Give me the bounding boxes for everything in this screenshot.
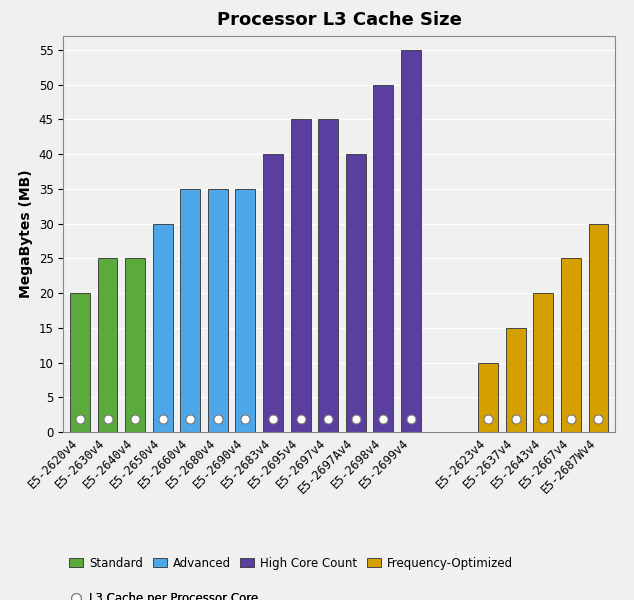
Bar xyxy=(208,189,228,432)
Bar xyxy=(235,189,256,432)
Bar xyxy=(588,224,609,432)
Bar xyxy=(401,50,421,432)
Bar xyxy=(180,189,200,432)
Bar xyxy=(263,154,283,432)
Bar xyxy=(290,119,311,432)
Bar xyxy=(318,119,338,432)
Bar xyxy=(125,259,145,432)
Bar xyxy=(153,224,172,432)
Y-axis label: MegaBytes (MB): MegaBytes (MB) xyxy=(19,170,33,298)
Bar xyxy=(70,293,90,432)
Bar xyxy=(98,259,117,432)
Bar xyxy=(478,362,498,432)
Bar xyxy=(506,328,526,432)
Bar xyxy=(561,259,581,432)
Legend: L3 Cache per Processor Core: L3 Cache per Processor Core xyxy=(69,592,259,600)
Title: Processor L3 Cache Size: Processor L3 Cache Size xyxy=(217,11,462,29)
Bar xyxy=(533,293,553,432)
Bar xyxy=(346,154,366,432)
Bar xyxy=(373,85,393,432)
